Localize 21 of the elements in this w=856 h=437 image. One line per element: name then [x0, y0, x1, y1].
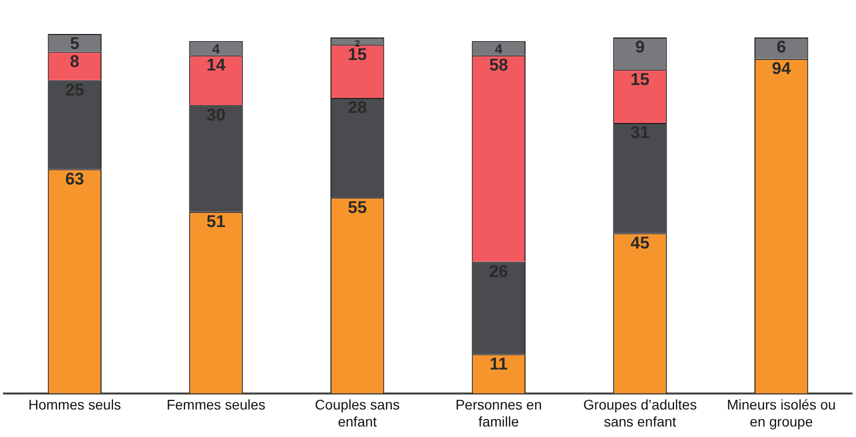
data-label: 5	[70, 34, 80, 54]
x-tick-label: Femmes seules	[166, 396, 266, 413]
data-label: 51	[206, 212, 226, 232]
data-label: 63	[65, 169, 84, 188]
data-label: 55	[348, 198, 367, 217]
x-tick-label: Mineurs isolés ou en groupe	[726, 396, 836, 430]
data-label: 94	[772, 59, 792, 78]
data-label: 14	[206, 56, 226, 75]
data-label: 45	[630, 233, 650, 252]
data-label: 8	[70, 52, 80, 71]
data-label: 6	[776, 38, 786, 57]
data-label: 58	[489, 56, 508, 75]
data-label: 11	[490, 354, 508, 374]
x-tick-label: Personnes en famille	[455, 396, 542, 430]
x-tick-label: Couples sans enfant	[314, 396, 400, 430]
data-label: 4	[212, 42, 220, 57]
x-tick-label: Groupes d’adultes sans enfant	[583, 396, 697, 430]
x-tick-label: Hommes seuls	[28, 396, 121, 413]
data-label: 9	[635, 38, 645, 57]
data-label: 4	[494, 42, 503, 57]
data-label: 15	[630, 70, 650, 89]
